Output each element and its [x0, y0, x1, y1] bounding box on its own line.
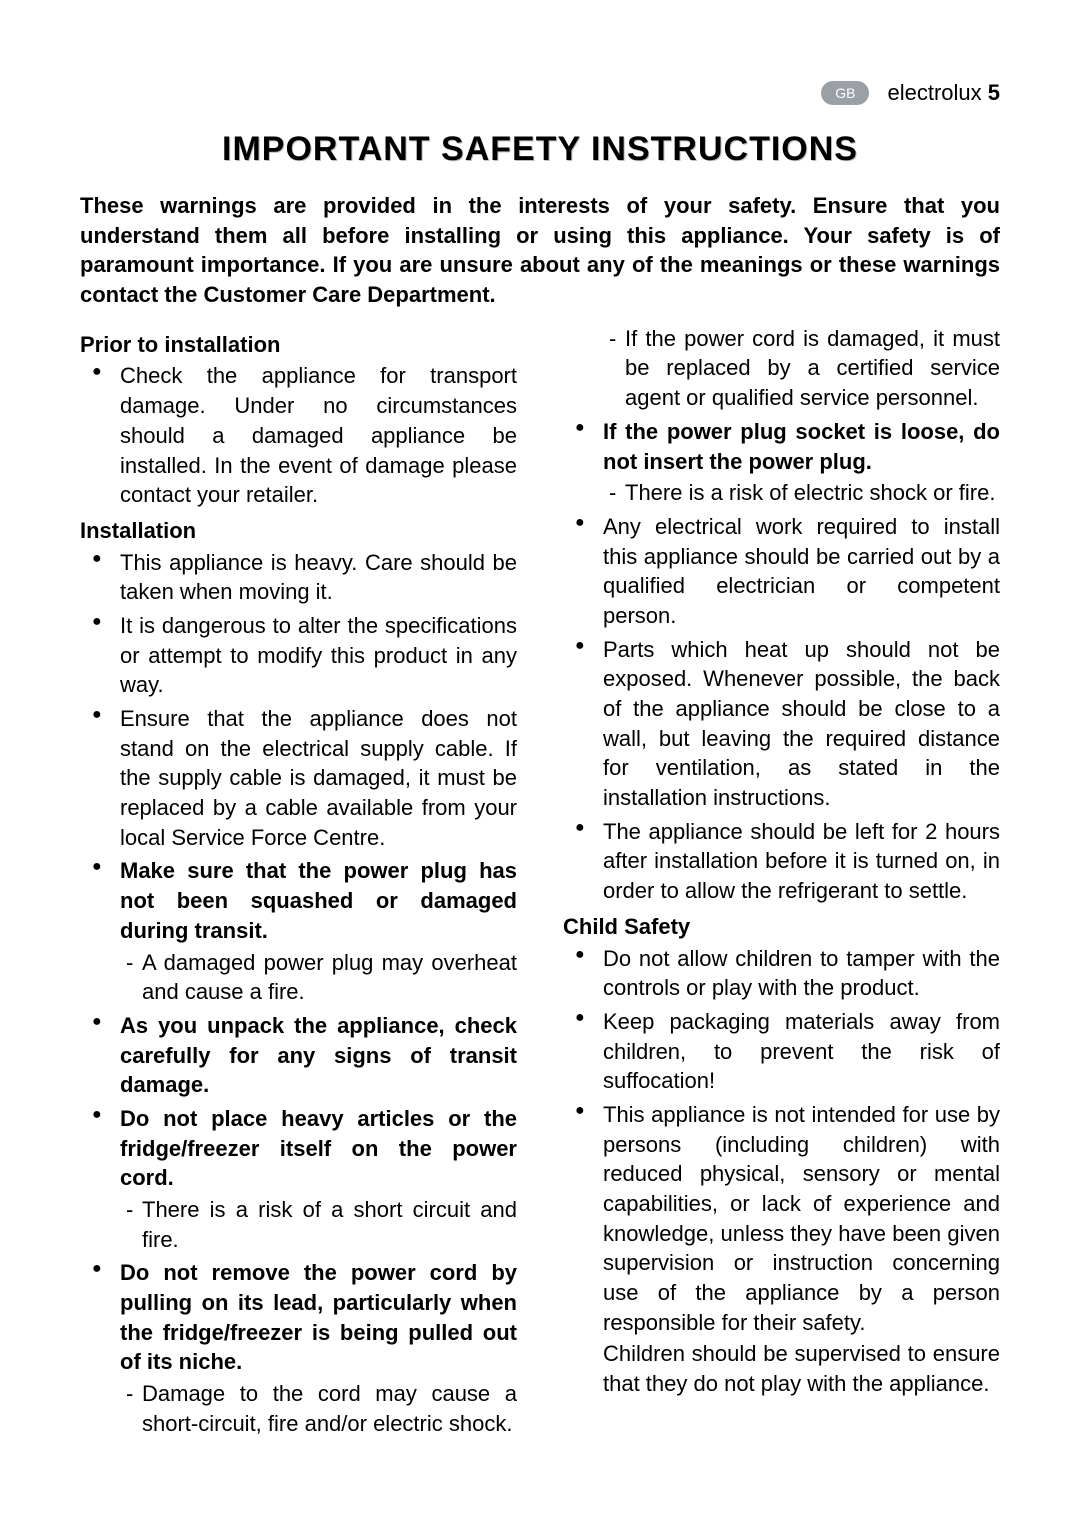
sub-list: A damaged power plug may overheat and ca… — [120, 948, 517, 1007]
bold-text: If the power plug socket is loose, do no… — [603, 419, 1000, 474]
page-header: GB electrolux 5 — [80, 80, 1000, 106]
content-columns: Prior to installation Check the applianc… — [80, 324, 1000, 1454]
section-heading-child-safety: Child Safety — [563, 912, 1000, 942]
list-item: Any electrical work required to install … — [603, 512, 1000, 631]
list-item: As you unpack the appliance, check caref… — [120, 1011, 517, 1100]
intro-paragraph: These warnings are provided in the inter… — [80, 191, 1000, 310]
list-item: It is dangerous to alter the specificati… — [120, 611, 517, 700]
manual-page: GB electrolux 5 IMPORTANT SAFETY INSTRUC… — [0, 0, 1080, 1526]
sub-list: There is a risk of electric shock or fir… — [603, 478, 1000, 508]
list-item: Make sure that the power plug has not be… — [120, 856, 517, 1006]
sub-list-item: A damaged power plug may overheat and ca… — [142, 948, 517, 1007]
page-number: 5 — [988, 80, 1000, 105]
list-item: Do not place heavy articles or the fridg… — [120, 1104, 517, 1254]
brand-name: electrolux — [887, 80, 981, 105]
list-item-text: This appliance is not intended for use b… — [603, 1102, 1000, 1335]
brand-label: electrolux 5 — [887, 80, 1000, 106]
list-item: Ensure that the appliance does not stand… — [120, 704, 517, 852]
list-item: Keep packaging materials away from child… — [603, 1007, 1000, 1096]
sub-list-item: There is a risk of electric shock or fir… — [625, 478, 1000, 508]
list-item: The appliance should be left for 2 hours… — [603, 817, 1000, 906]
child-safety-list: Do not allow children to tamper with the… — [563, 944, 1000, 1399]
bold-text: As you unpack the appliance, check caref… — [120, 1013, 517, 1097]
list-item: Parts which heat up should not be expose… — [603, 635, 1000, 813]
sub-list-item: There is a risk of a short circuit and f… — [142, 1195, 517, 1254]
section-heading-prior: Prior to installation — [80, 330, 517, 360]
sub-list: There is a risk of a short circuit and f… — [120, 1195, 517, 1254]
sub-list-item: Damage to the cord may cause a short-cir… — [142, 1379, 517, 1438]
list-item: If the power plug socket is loose, do no… — [603, 417, 1000, 508]
prior-list: Check the appliance for transport damage… — [80, 361, 517, 509]
bold-text: Do not place heavy articles or the fridg… — [120, 1106, 517, 1190]
list-item: This appliance is not intended for use b… — [603, 1100, 1000, 1399]
page-title: IMPORTANT SAFETY INSTRUCTIONS — [80, 130, 1000, 169]
list-item-extra: Children should be supervised to ensure … — [603, 1339, 1000, 1398]
list-item: Check the appliance for transport damage… — [120, 361, 517, 509]
section-heading-installation: Installation — [80, 516, 517, 546]
sub-list-item: If the power cord is damaged, it must be… — [625, 324, 1000, 413]
bold-text: Do not remove the power cord by pulling … — [120, 1260, 517, 1374]
list-item: This appliance is heavy. Care should be … — [120, 548, 517, 607]
language-badge: GB — [821, 81, 869, 105]
bold-text: Make sure that the power plug has not be… — [120, 858, 517, 942]
list-item: Do not allow children to tamper with the… — [603, 944, 1000, 1003]
